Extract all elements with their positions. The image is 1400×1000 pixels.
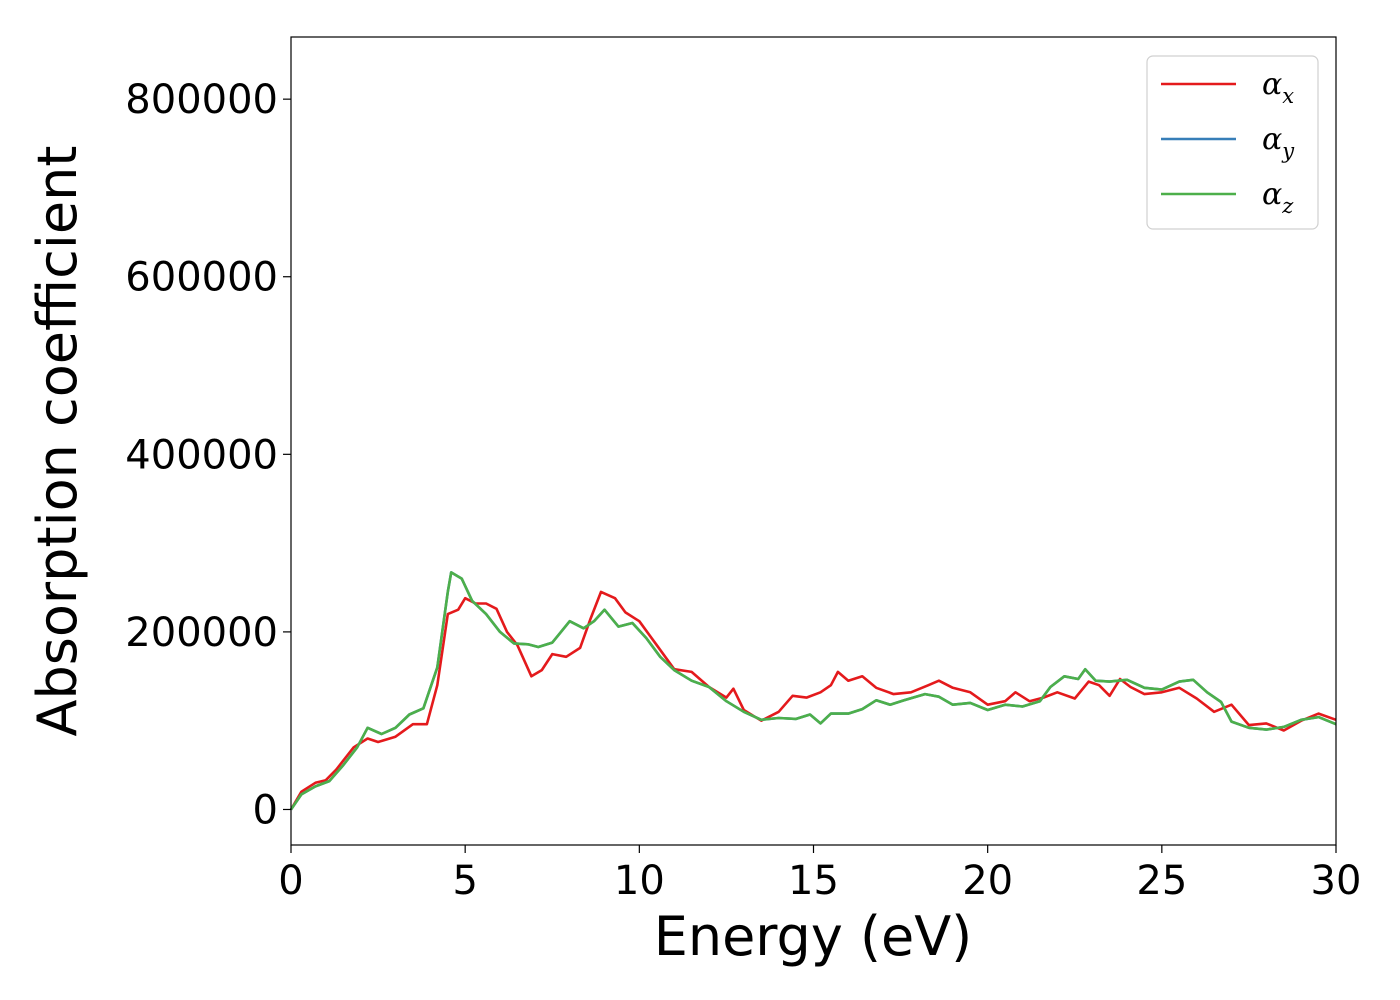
x-tick-label: 30 <box>1311 858 1362 904</box>
legend-box <box>1146 55 1319 230</box>
y-axis-title: Absorption coefficient <box>26 146 89 737</box>
legend: αx αy αz <box>1146 55 1319 230</box>
x-axis-title: Energy (eV) <box>654 905 973 968</box>
y-tick-label: 0 <box>253 787 278 833</box>
y-tick-label: 200000 <box>125 610 278 656</box>
legend-label-alpha-x: αx <box>1262 67 1294 108</box>
series-line-alpha-x <box>289 590 1337 811</box>
x-tick-label: 20 <box>962 858 1013 904</box>
x-tick-label: 25 <box>1136 858 1187 904</box>
y-tick-label: 800000 <box>125 77 278 123</box>
x-tick-label: 0 <box>278 858 303 904</box>
x-tick-label: 5 <box>452 858 477 904</box>
x-tick-label: 15 <box>788 858 839 904</box>
series-line-alpha-z <box>289 571 1337 811</box>
legend-label-alpha-z: αz <box>1262 177 1294 218</box>
x-axis-ticks: 0 5 10 15 20 25 30 <box>278 845 1361 904</box>
legend-entries: αx αy αz <box>1161 67 1295 218</box>
legend-label-alpha-y: αy <box>1262 122 1295 163</box>
y-tick-label: 600000 <box>125 255 278 301</box>
y-axis-ticks: 0 200000 400000 600000 800000 <box>125 77 291 833</box>
x-tick-label: 10 <box>614 858 665 904</box>
y-tick-label: 400000 <box>125 432 278 478</box>
series-layer <box>289 571 1337 811</box>
